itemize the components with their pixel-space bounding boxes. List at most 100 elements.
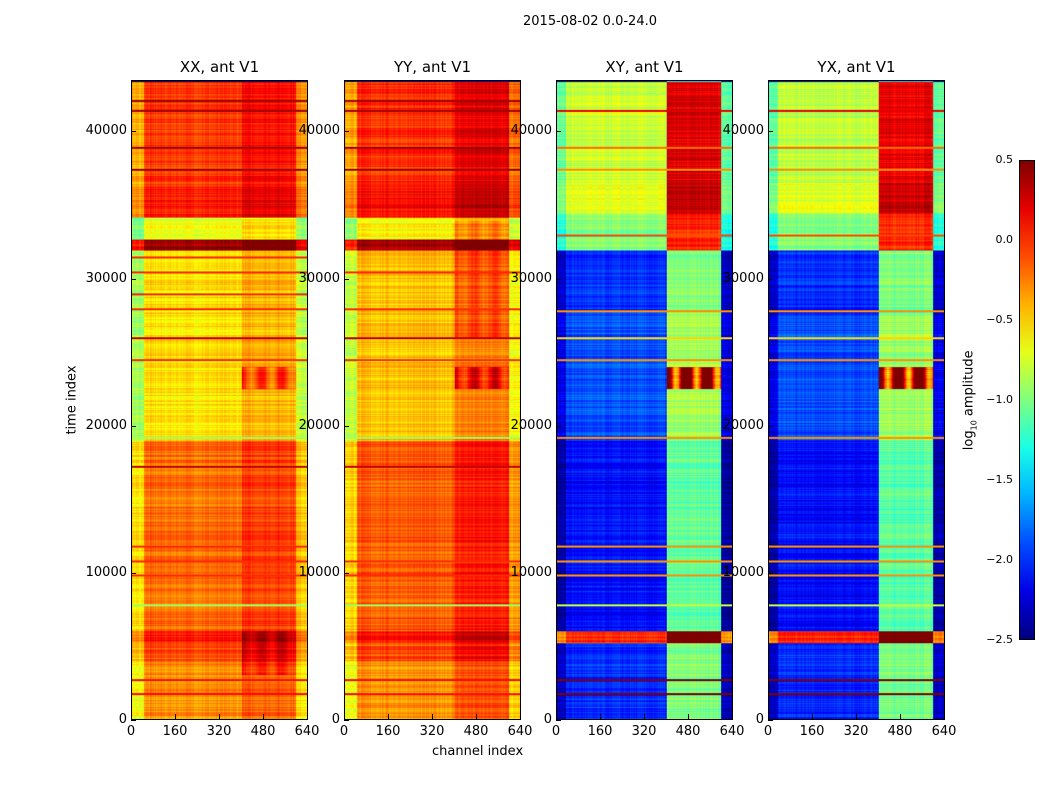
x-tick-label: 320 bbox=[631, 724, 657, 739]
y-tick-mark bbox=[344, 425, 349, 427]
x-tick-mark bbox=[768, 714, 769, 719]
x-tick-label: 640 bbox=[719, 724, 745, 739]
y-tick-mark bbox=[344, 572, 349, 574]
x-tick-label: 320 bbox=[419, 724, 445, 739]
y-tick-mark bbox=[556, 131, 561, 133]
y-tick-mark bbox=[768, 572, 773, 574]
colorbar-tick-label: −2.5 bbox=[986, 633, 1013, 646]
y-tick-mark bbox=[131, 720, 136, 721]
x-tick-label: 0 bbox=[763, 724, 773, 739]
y-tick-label: 30000 bbox=[298, 270, 340, 286]
colorbar-tick-label: 0.0 bbox=[995, 233, 1014, 246]
heatmap-image bbox=[769, 81, 944, 719]
colorbar-tick-label: −1.0 bbox=[986, 393, 1013, 406]
x-tick-mark bbox=[556, 714, 557, 719]
x-tick-label: 640 bbox=[294, 724, 320, 739]
x-tick-mark bbox=[944, 714, 945, 719]
colorbar-label-sub: 10 bbox=[969, 420, 979, 431]
heatmap-panel bbox=[768, 80, 945, 720]
y-tick-mark bbox=[344, 278, 349, 280]
colorbar-tick-label: −1.5 bbox=[986, 473, 1013, 486]
y-tick-label: 20000 bbox=[510, 417, 552, 433]
y-tick-label: 30000 bbox=[85, 270, 127, 286]
y-tick-mark bbox=[131, 425, 136, 427]
y-tick-mark bbox=[768, 278, 773, 280]
x-tick-mark bbox=[344, 714, 345, 719]
panel-title: XY, ant V1 bbox=[605, 58, 684, 76]
y-tick-label: 20000 bbox=[722, 417, 764, 433]
x-tick-label: 480 bbox=[675, 724, 701, 739]
y-tick-label: 30000 bbox=[510, 270, 552, 286]
colorbar-tick-label: −2.0 bbox=[986, 553, 1013, 566]
y-tick-label: 40000 bbox=[722, 123, 764, 139]
x-tick-label: 160 bbox=[375, 724, 401, 739]
x-tick-mark bbox=[432, 714, 433, 719]
panel-title: YY, ant V1 bbox=[393, 58, 471, 76]
y-tick-label: 10000 bbox=[298, 564, 340, 580]
x-tick-mark bbox=[476, 714, 477, 719]
x-tick-label: 160 bbox=[587, 724, 613, 739]
x-tick-mark bbox=[856, 714, 857, 719]
y-tick-mark bbox=[344, 720, 349, 721]
y-tick-mark bbox=[768, 720, 773, 721]
heatmap-image bbox=[557, 81, 732, 719]
colorbar bbox=[1019, 160, 1035, 640]
y-tick-mark bbox=[131, 572, 136, 574]
heatmap-panel bbox=[344, 80, 521, 720]
x-tick-mark bbox=[900, 714, 901, 719]
panel-title: XX, ant V1 bbox=[179, 58, 260, 76]
x-axis-label: channel index bbox=[432, 744, 524, 759]
y-tick-label: 20000 bbox=[298, 417, 340, 433]
y-tick-label: 0 bbox=[331, 712, 340, 727]
heatmap-image bbox=[345, 81, 520, 719]
y-tick-label: 40000 bbox=[85, 123, 127, 139]
colorbar-label-main: log bbox=[961, 430, 977, 451]
x-tick-label: 160 bbox=[162, 724, 188, 739]
x-tick-mark bbox=[263, 714, 264, 719]
x-tick-label: 640 bbox=[931, 724, 957, 739]
y-tick-label: 40000 bbox=[510, 123, 552, 139]
x-tick-mark bbox=[600, 714, 601, 719]
heatmap-panel bbox=[131, 80, 308, 720]
y-tick-label: 0 bbox=[118, 712, 127, 727]
x-tick-label: 480 bbox=[463, 724, 489, 739]
y-tick-label: 10000 bbox=[85, 564, 127, 580]
x-tick-mark bbox=[520, 714, 521, 719]
y-tick-mark bbox=[556, 720, 561, 721]
x-tick-label: 0 bbox=[339, 724, 349, 739]
x-tick-mark bbox=[307, 714, 308, 719]
x-tick-mark bbox=[732, 714, 733, 719]
heatmap-image bbox=[132, 81, 307, 719]
y-tick-label: 10000 bbox=[722, 564, 764, 580]
x-tick-label: 0 bbox=[551, 724, 561, 739]
x-tick-label: 320 bbox=[206, 724, 232, 739]
colorbar-label-tail: amplitude bbox=[961, 350, 977, 421]
y-tick-label: 20000 bbox=[85, 417, 127, 433]
panel-title: YX, ant V1 bbox=[817, 58, 896, 76]
colorbar-tick-label: −0.5 bbox=[986, 313, 1013, 326]
x-tick-label: 640 bbox=[507, 724, 533, 739]
x-tick-label: 320 bbox=[843, 724, 869, 739]
x-tick-mark bbox=[812, 714, 813, 719]
heatmap-panel bbox=[556, 80, 733, 720]
y-tick-mark bbox=[768, 425, 773, 427]
y-tick-label: 10000 bbox=[510, 564, 552, 580]
x-tick-mark bbox=[688, 714, 689, 719]
x-tick-label: 0 bbox=[126, 724, 136, 739]
figure-title: 2015-08-02 0.0-24.0 bbox=[523, 14, 657, 29]
y-tick-label: 0 bbox=[543, 712, 552, 727]
x-tick-label: 480 bbox=[250, 724, 276, 739]
y-tick-mark bbox=[131, 131, 136, 133]
y-tick-label: 40000 bbox=[298, 123, 340, 139]
y-tick-mark bbox=[768, 131, 773, 133]
y-tick-mark bbox=[556, 425, 561, 427]
x-tick-label: 480 bbox=[887, 724, 913, 739]
x-tick-mark bbox=[175, 714, 176, 719]
colorbar-tick-label: 0.5 bbox=[995, 153, 1014, 166]
x-tick-mark bbox=[644, 714, 645, 719]
y-tick-mark bbox=[556, 572, 561, 574]
y-tick-label: 0 bbox=[755, 712, 764, 727]
y-tick-mark bbox=[556, 278, 561, 280]
y-tick-label: 30000 bbox=[722, 270, 764, 286]
x-tick-mark bbox=[219, 714, 220, 719]
